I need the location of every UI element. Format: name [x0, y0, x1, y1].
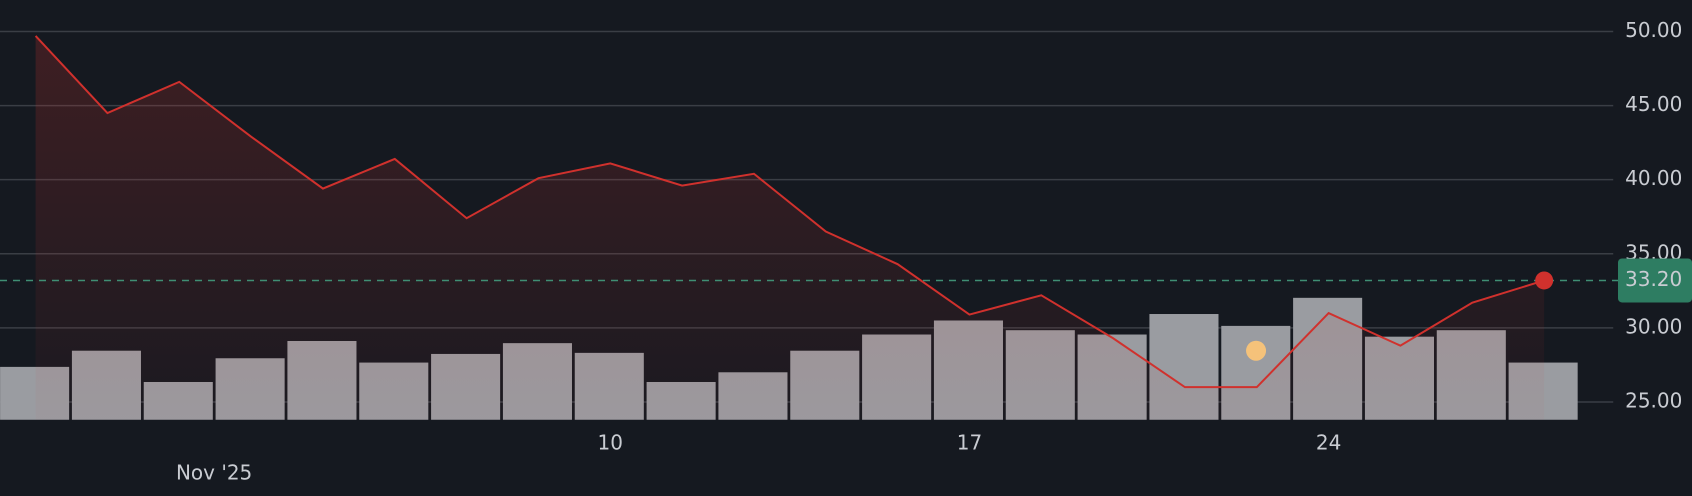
x-tick-label: 10: [598, 431, 623, 455]
y-tick-label: 40.00: [1625, 166, 1682, 190]
last-point: [1535, 271, 1554, 290]
event-marker: [1246, 340, 1267, 361]
price-line: [34, 35, 1545, 389]
y-tick-label: 30.00: [1625, 314, 1682, 338]
y-tick-label: 45.00: [1625, 92, 1682, 116]
x-tick-label: 24: [1316, 431, 1341, 455]
last-value-label: 33.20: [1625, 267, 1682, 291]
period-label: Nov '25: [176, 461, 252, 485]
x-tick-label: 17: [957, 431, 982, 455]
price-area: [35, 35, 1545, 420]
y-tick-label: 50.00: [1625, 18, 1682, 42]
y-tick-label: 25.00: [1625, 388, 1682, 412]
last-value-badge: [1618, 258, 1692, 303]
